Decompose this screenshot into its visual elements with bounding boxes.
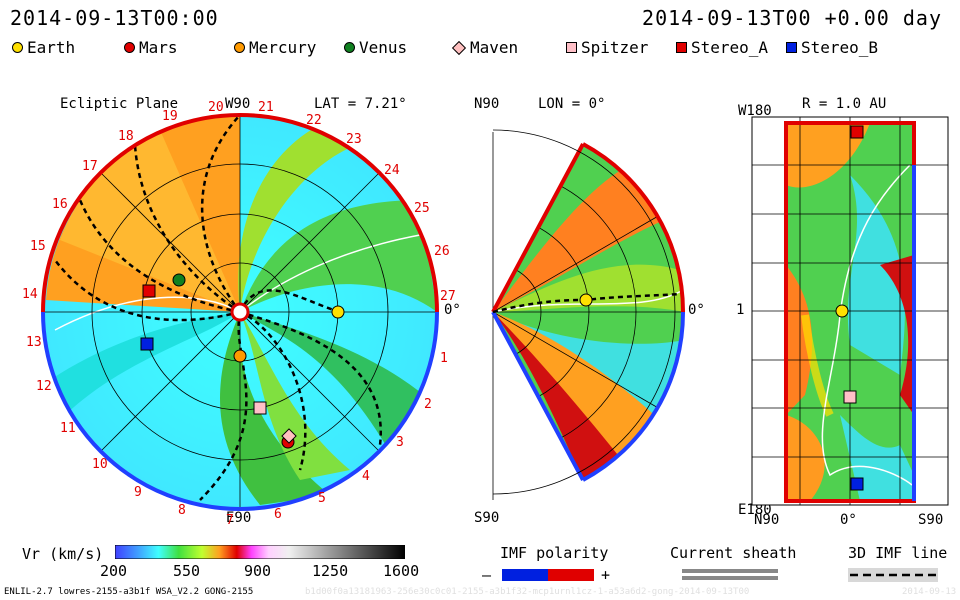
ecliptic-lat-label: LAT = 7.21°	[314, 96, 407, 112]
imf-line-label: 3D IMF line	[848, 544, 948, 562]
radial-mid-label: 1	[736, 302, 745, 318]
colorbar-tick-1600: 1600	[383, 562, 420, 580]
svg-text:8: 8	[178, 503, 186, 518]
stereo-a-marker-icon	[676, 42, 687, 53]
meridional-right-label: 0°	[688, 302, 705, 318]
legend-stereo-b: Stereo_B	[786, 38, 878, 57]
earth-marker-icon	[579, 293, 593, 307]
ecliptic-right-label: 0°	[444, 302, 461, 318]
meridional-bottom-label: S90	[474, 510, 500, 526]
current-sheath-label: Current sheath	[670, 544, 797, 562]
header-left-timestamp: 2014-09-13T00:00	[10, 6, 219, 30]
stereo-a-marker-icon	[850, 125, 864, 139]
svg-text:27: 27	[440, 289, 456, 304]
legend-earth: Earth	[12, 38, 75, 57]
imf-plus-label: +	[601, 566, 611, 584]
svg-text:26: 26	[434, 244, 450, 259]
radial-top-label: W180	[738, 103, 772, 119]
imf-line-swatch	[848, 568, 938, 582]
legend-mars: Mars	[124, 38, 178, 57]
legend-venus: Venus	[344, 38, 407, 57]
meridional-plane-plot	[491, 129, 686, 500]
svg-text:17: 17	[82, 159, 98, 174]
meridional-lon-label: LON = 0°	[538, 96, 606, 112]
maven-marker-icon	[281, 428, 297, 444]
legend-spitzer: Spitzer	[566, 38, 648, 57]
stereo-b-marker-icon	[850, 477, 864, 491]
mars-marker-icon	[124, 42, 135, 53]
venus-marker-icon	[344, 42, 355, 53]
footer-right: 2014-09-13	[902, 587, 957, 597]
spitzer-marker-icon	[566, 42, 577, 53]
earth-marker-icon	[835, 304, 849, 318]
earth-marker-icon	[331, 305, 345, 319]
colorbar-tick-200: 200	[100, 562, 128, 580]
imf-polarity-label: IMF polarity	[500, 544, 609, 562]
ecliptic-bottom-label: E90	[226, 510, 252, 526]
legend-stereo-a: Stereo_A	[676, 38, 768, 57]
spitzer-marker-icon	[253, 401, 267, 415]
sun-icon	[230, 302, 250, 322]
header-right-timestamp: 2014-09-13T00 +0.00 day	[642, 6, 942, 30]
svg-text:12: 12	[36, 379, 52, 394]
svg-text:25: 25	[414, 201, 430, 216]
velocity-colorbar	[115, 545, 405, 559]
svg-text:24: 24	[384, 163, 400, 178]
radial-x-label-n90: N90	[754, 512, 780, 528]
radial-x-label-s90: S90	[918, 512, 944, 528]
imf-negative-swatch	[502, 569, 548, 581]
venus-marker-icon	[172, 273, 186, 287]
radial-bottom-label: E180	[738, 502, 772, 518]
svg-text:9: 9	[134, 485, 142, 500]
meridional-top-label: N90	[474, 96, 500, 112]
svg-text:19: 19	[162, 109, 178, 124]
current-sheath-swatch-2	[682, 576, 778, 580]
svg-text:10: 10	[92, 457, 108, 472]
svg-text:1: 1	[440, 351, 448, 366]
svg-text:15: 15	[30, 239, 46, 254]
current-sheath-swatch-1	[682, 569, 778, 573]
ecliptic-top-label: W90	[225, 96, 251, 112]
radial-title: R = 1.0 AU	[802, 96, 887, 112]
colorbar-label: Vr (km/s)	[22, 545, 104, 563]
svg-text:21: 21	[258, 100, 274, 115]
ecliptic-title: Ecliptic Plane	[60, 96, 179, 112]
radial-x-label-0: 0°	[840, 512, 857, 528]
svg-text:7: 7	[226, 513, 234, 528]
legend-mercury: Mercury	[234, 38, 316, 57]
svg-text:3: 3	[396, 435, 404, 450]
colorbar-tick-900: 900	[244, 562, 272, 580]
svg-text:20: 20	[208, 100, 224, 115]
svg-text:22: 22	[306, 113, 322, 128]
svg-text:14: 14	[22, 287, 38, 302]
svg-text:18: 18	[118, 129, 134, 144]
footer-model: ENLIL-2.7 lowres-2155-a3b1f WSA_V2.2 GON…	[4, 587, 254, 597]
spitzer-marker-icon	[843, 390, 857, 404]
stereo-b-marker-icon	[786, 42, 797, 53]
mercury-marker-icon	[234, 42, 245, 53]
stereo-b-marker-icon	[140, 337, 154, 351]
svg-text:5: 5	[318, 491, 326, 506]
svg-text:6: 6	[274, 507, 282, 522]
stereo-a-marker-icon	[142, 284, 156, 298]
mercury-marker-icon	[233, 349, 247, 363]
colorbar-tick-1250: 1250	[312, 562, 349, 580]
footer-run-id: b1d00f0a13181963-256e30c0c01-2155-a3b1f3…	[305, 587, 750, 597]
legend-maven: Maven	[451, 38, 518, 57]
svg-text:13: 13	[26, 335, 42, 350]
ecliptic-plane-plot: 20 21 22 23 24 25 26 27 1 2 3 4 5 6 7 8 …	[22, 100, 456, 528]
svg-text:4: 4	[362, 469, 370, 484]
svg-text:2: 2	[424, 397, 432, 412]
svg-text:23: 23	[346, 132, 362, 147]
svg-text:16: 16	[52, 197, 68, 212]
sector-numbers: 20 21 22 23 24 25 26 27 1 2 3 4 5 6 7 8 …	[22, 100, 456, 528]
imf-positive-swatch	[548, 569, 594, 581]
earth-marker-icon	[12, 42, 23, 53]
colorbar-tick-550: 550	[173, 562, 201, 580]
radial-map-plot	[751, 116, 949, 506]
imf-minus-label: –	[482, 566, 492, 584]
svg-text:11: 11	[60, 421, 76, 436]
